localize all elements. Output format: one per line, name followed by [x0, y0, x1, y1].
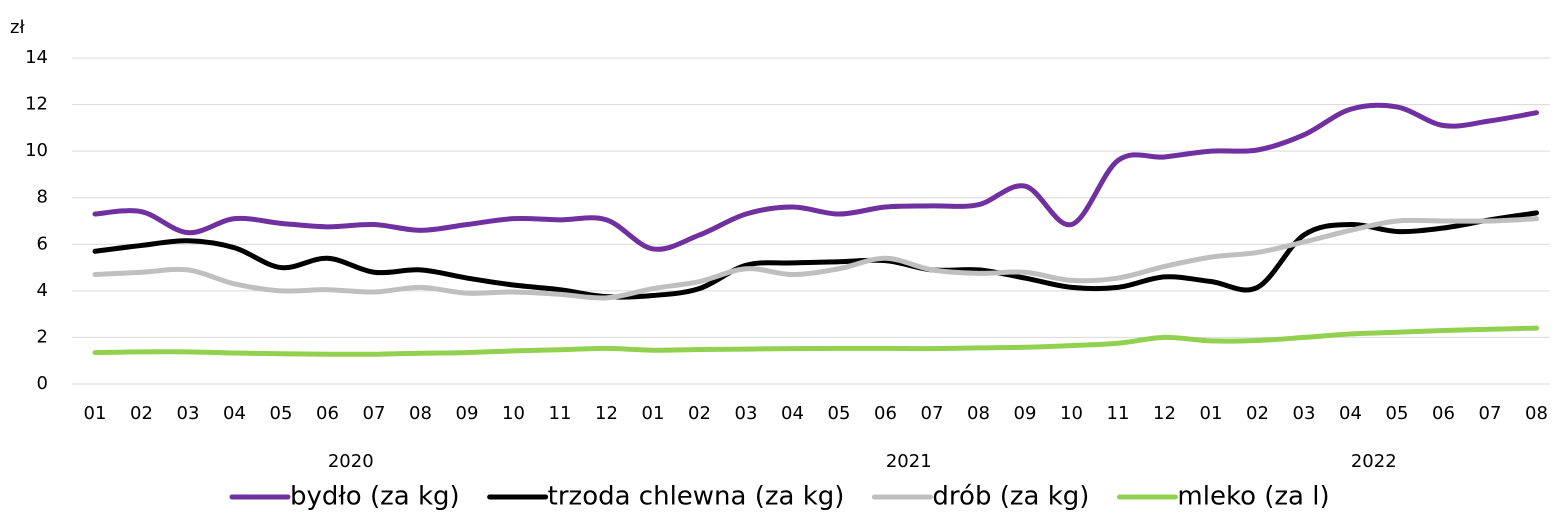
x-tick-label: 05 [1386, 403, 1409, 424]
x-tick-label: 03 [735, 403, 758, 424]
legend-label: bydło (za kg) [290, 482, 460, 512]
x-tick-label: 04 [781, 403, 804, 424]
x-group-label: 2020 [328, 451, 374, 472]
y-tick-label: 4 [37, 280, 48, 301]
x-tick-label: 09 [456, 403, 479, 424]
x-tick-label: 11 [1107, 403, 1130, 424]
x-tick-label: 07 [363, 403, 386, 424]
x-tick-label: 08 [967, 403, 990, 424]
y-tick-label: 2 [37, 326, 48, 347]
x-tick-label: 06 [316, 403, 339, 424]
legend-label: mleko (za l) [1177, 482, 1329, 512]
x-tick-label: 04 [1339, 403, 1362, 424]
x-group-label: 2021 [886, 451, 932, 472]
x-tick-label: 09 [1014, 403, 1037, 424]
y-tick-label: 12 [25, 94, 48, 115]
x-tick-label: 08 [409, 403, 432, 424]
x-tick-label: 04 [223, 403, 246, 424]
x-tick-label: 08 [1525, 403, 1548, 424]
x-tick-label: 06 [874, 403, 897, 424]
x-tick-label: 07 [1479, 403, 1502, 424]
y-tick-label: 14 [25, 47, 48, 68]
x-tick-label: 03 [177, 403, 200, 424]
x-group-label: 2022 [1351, 451, 1397, 472]
x-tick-label: 05 [270, 403, 293, 424]
x-tick-label: 07 [921, 403, 944, 424]
legend-label: drób (za kg) [932, 482, 1089, 512]
x-tick-label: 10 [502, 403, 525, 424]
x-tick-label: 12 [595, 403, 618, 424]
series-line [92, 210, 1539, 300]
y-unit: zł [10, 17, 25, 38]
x-tick-label: 03 [1293, 403, 1316, 424]
series-line [92, 102, 1539, 252]
x-tick-label: 01 [1200, 403, 1223, 424]
y-tick-label: 8 [37, 187, 48, 208]
y-tick-label: 10 [25, 140, 48, 161]
x-tick-label: 05 [828, 403, 851, 424]
x-tick-label: 01 [84, 403, 107, 424]
y-tick-label: 6 [37, 233, 48, 254]
x-tick-label: 01 [642, 403, 665, 424]
legend-label: trzoda chlewna (za kg) [548, 482, 845, 512]
x-tick-label: 02 [688, 403, 711, 424]
x-tick-label: 11 [549, 403, 572, 424]
series-line [92, 325, 1539, 357]
x-tick-label: 02 [1246, 403, 1269, 424]
x-tick-label: 12 [1153, 403, 1176, 424]
x-tick-label: 06 [1432, 403, 1455, 424]
x-tick-label: 10 [1060, 403, 1083, 424]
x-tick-label: 02 [130, 403, 153, 424]
series-line [92, 216, 1539, 301]
y-tick-label: 0 [37, 373, 48, 394]
